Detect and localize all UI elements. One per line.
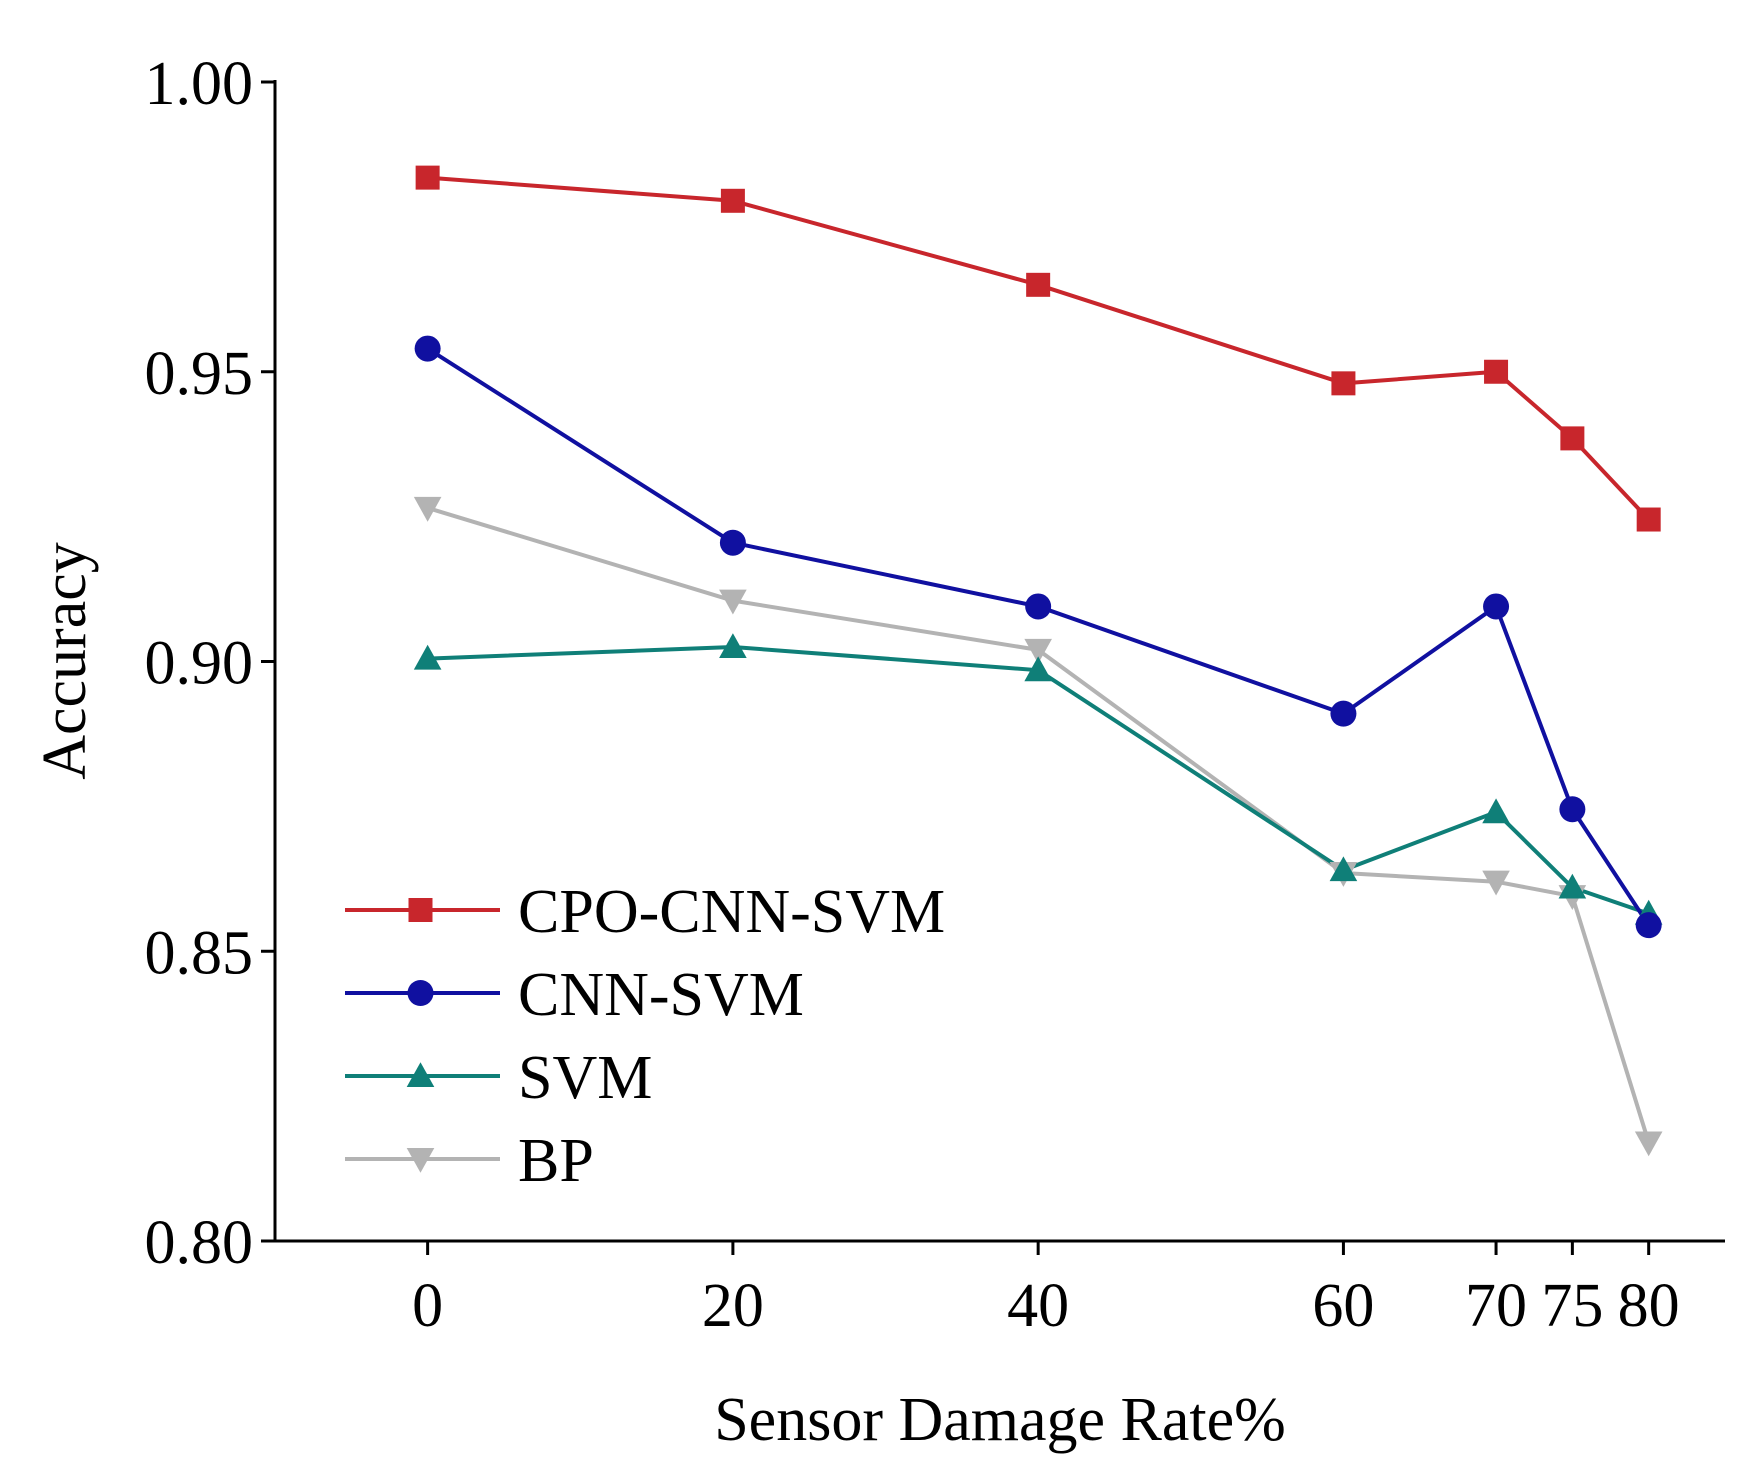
data-point-cnn-svm xyxy=(1635,912,1662,939)
data-point-bp xyxy=(1634,1131,1663,1157)
y-axis-title: Accuracy xyxy=(31,542,99,780)
legend-label-cpo-cnn-svm: CPO-CNN-SVM xyxy=(518,878,945,946)
series-line-svm xyxy=(427,645,1650,916)
legend: CPO-CNN-SVM CNN-SVM SVM BP xyxy=(345,878,945,1195)
y-tick-label: 0.85 xyxy=(145,919,254,987)
x-tick-label: 70 xyxy=(1465,1272,1527,1340)
data-point-cnn-svm xyxy=(1559,796,1586,823)
y-tick-label: 1.00 xyxy=(145,50,254,118)
data-point-cnn-svm xyxy=(414,335,441,362)
data-point-svm xyxy=(1329,856,1358,882)
series-line-cnn-svm xyxy=(426,346,1651,927)
axes: 0.80 0.85 0.90 0.95 1.00 0 20 40 60 70 75 80 xyxy=(145,50,1725,1340)
data-point-cnn-svm xyxy=(1330,700,1357,727)
data-point-cpo-cnn-svm xyxy=(1636,507,1661,532)
y-tick-label: 0.95 xyxy=(145,340,254,408)
y-tick-label: 0.90 xyxy=(145,630,254,698)
data-point-svm xyxy=(1558,873,1587,899)
data-point-cnn-svm xyxy=(719,529,746,556)
x-tick-label: 20 xyxy=(702,1272,764,1340)
legend-label-svm: SVM xyxy=(518,1044,652,1112)
x-axis-title: Sensor Damage Rate% xyxy=(714,1386,1286,1454)
data-point-cpo-cnn-svm xyxy=(1331,371,1356,396)
data-point-svm xyxy=(1482,798,1510,824)
data-point-bp xyxy=(1482,870,1510,896)
legend-marker-svm xyxy=(406,1062,435,1088)
x-tick-label: 0 xyxy=(412,1272,443,1340)
data-point-cpo-cnn-svm xyxy=(1560,426,1585,451)
y-tick-label: 0.80 xyxy=(145,1209,254,1277)
data-point-cnn-svm xyxy=(1483,593,1510,620)
data-point-cpo-cnn-svm xyxy=(720,188,745,213)
data-point-cpo-cnn-svm xyxy=(1026,272,1051,297)
legend-label-cnn-svm: CNN-SVM xyxy=(518,961,804,1029)
data-point-svm xyxy=(719,633,747,659)
x-tick-label: 60 xyxy=(1312,1272,1374,1340)
legend-label-bp: BP xyxy=(518,1127,594,1195)
data-point-cnn-svm xyxy=(1025,593,1052,620)
x-tick-label: 40 xyxy=(1007,1272,1069,1340)
x-tick-label: 80 xyxy=(1618,1272,1680,1340)
data-point-cpo-cnn-svm xyxy=(1484,359,1509,384)
legend-marker-bp xyxy=(406,1147,435,1173)
series-line-cpo-cnn-svm xyxy=(427,175,1651,521)
x-tick-label: 75 xyxy=(1541,1272,1603,1340)
legend-marker-cpo-cnn-svm xyxy=(408,898,433,922)
data-point-svm xyxy=(413,644,442,670)
legend-marker-cnn-svm xyxy=(407,980,434,1006)
data-point-svm xyxy=(1024,656,1052,682)
data-point-bp xyxy=(413,496,442,522)
data-point-bp xyxy=(1024,638,1052,664)
data-point-cpo-cnn-svm xyxy=(415,165,440,190)
data-point-bp xyxy=(719,589,747,615)
series-markers xyxy=(413,165,1663,1157)
